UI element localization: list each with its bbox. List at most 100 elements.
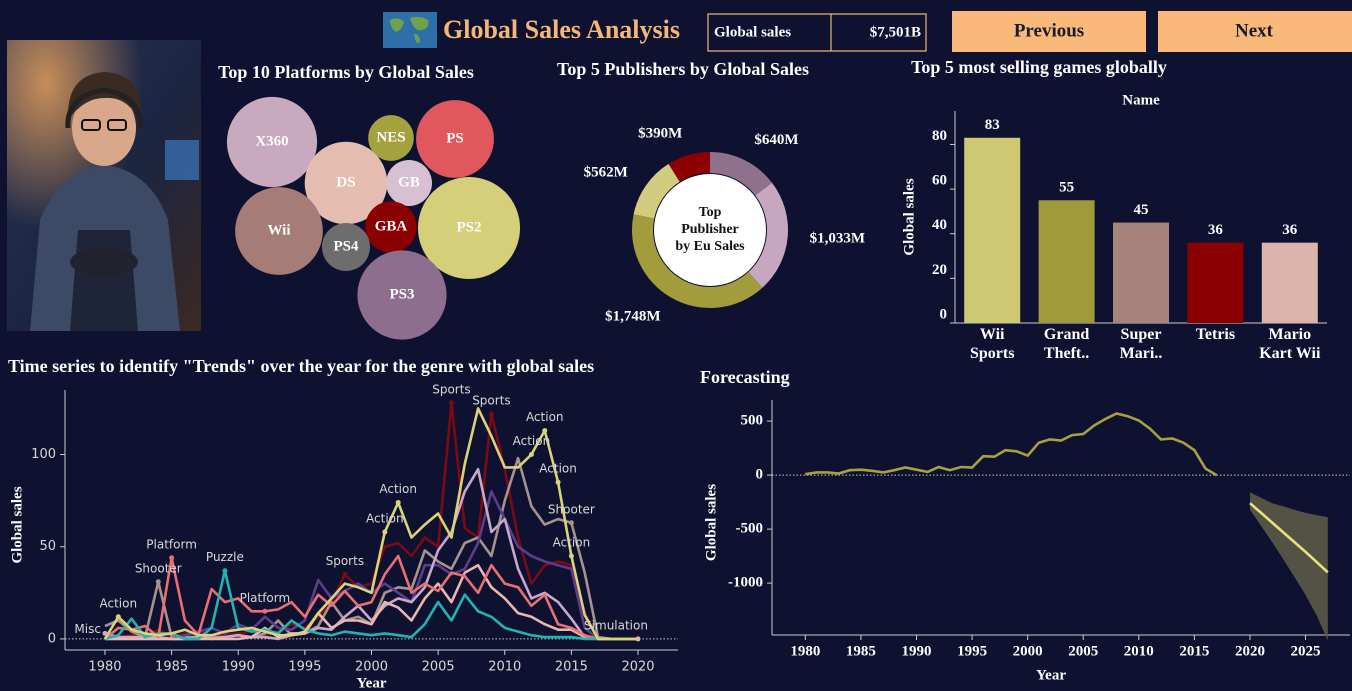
chart-title: Forecasting <box>700 367 790 387</box>
previous-button[interactable]: Previous <box>952 11 1146 52</box>
series-line <box>103 407 638 641</box>
annotation: Sports <box>432 382 470 396</box>
x-tick-label: 2010 <box>488 660 521 675</box>
chart-title: Top 10 Platforms by Global Sales <box>218 62 474 82</box>
y-axis-title: Global sales <box>901 178 917 255</box>
annotation: Puzzle <box>206 550 244 564</box>
value-label: 45 <box>1134 202 1149 218</box>
chart-title: Top 5 Publishers by Global Sales <box>557 59 809 79</box>
annotation: Sports <box>472 393 510 407</box>
y-tick-label: 0 <box>48 631 56 646</box>
annotation: Action <box>366 511 404 525</box>
bar <box>964 137 1021 323</box>
x-tick-label: 2010 <box>1124 643 1154 659</box>
annotation-point <box>342 571 348 577</box>
x-tick-label: 2020 <box>621 660 654 675</box>
bubble-label: PS <box>446 130 464 146</box>
y-tick-label: -1000 <box>728 575 763 591</box>
y-tick-label: 40 <box>932 217 947 233</box>
bubble-label: PS2 <box>456 219 481 235</box>
bubble-label: PS3 <box>389 286 414 302</box>
bubble <box>368 115 414 161</box>
kpi-value: $7,501B <box>870 24 921 40</box>
forecast-line <box>1249 502 1329 574</box>
annotation-point <box>102 630 108 636</box>
bubble <box>226 96 318 188</box>
x-axis-title: Year <box>357 675 387 691</box>
button-label[interactable]: Next <box>1235 20 1274 41</box>
annotation-point <box>395 499 401 505</box>
x-tick-label: 1985 <box>155 660 188 675</box>
map-icon <box>383 12 437 48</box>
bubble-label: GB <box>398 174 420 190</box>
y-tick-label: 100 <box>31 447 56 462</box>
annotation-point <box>382 529 388 535</box>
x-tick-label: 1985 <box>846 643 876 659</box>
page-title: Global Sales Analysis <box>443 15 680 44</box>
x-tick-label: 1990 <box>902 643 932 659</box>
y-tick-label: 0 <box>756 467 764 483</box>
x-tick-label: 1980 <box>790 643 820 659</box>
button-label[interactable]: Previous <box>1014 20 1084 41</box>
annotation: Action <box>553 535 591 549</box>
value-label: $1,748M <box>605 308 660 324</box>
bubble <box>417 176 521 280</box>
annotation-point <box>448 400 454 406</box>
value-label: 36 <box>1208 222 1224 238</box>
annotation-point <box>155 579 161 585</box>
series-line <box>104 554 638 641</box>
x-tick-label: Wii Sports <box>970 326 1014 362</box>
annotation: Simulation <box>584 618 648 632</box>
value-label: 36 <box>1282 222 1298 238</box>
annotation-point <box>542 428 548 434</box>
bar <box>1038 200 1095 323</box>
annotation: Action <box>513 434 551 448</box>
x-tick-label: 2025 <box>1291 643 1321 659</box>
annotation: Shooter <box>135 561 182 575</box>
bubble-label: Wii <box>267 222 290 238</box>
bubble <box>304 141 388 225</box>
kpi-label: Global sales <box>714 24 791 40</box>
y-axis-title: Global sales <box>703 484 719 561</box>
bar <box>1113 222 1169 323</box>
bubble <box>235 187 323 275</box>
annotation-point <box>262 608 268 614</box>
annotation-point <box>568 553 574 559</box>
series-line <box>104 569 638 641</box>
x-tick-label: 2020 <box>1235 643 1265 659</box>
series-line <box>104 468 638 641</box>
annotation-point <box>528 452 534 458</box>
value-label: $562M <box>584 164 628 180</box>
annotation-point <box>222 568 228 574</box>
x-tick-label: Grand Theft.. <box>1044 326 1089 362</box>
donut-segment <box>633 163 680 219</box>
x-tick-label: 1990 <box>222 660 255 675</box>
x-axis-title: Name <box>1122 92 1160 108</box>
kpi-card: Global sales $7,501B <box>707 13 927 52</box>
bar <box>1261 242 1318 323</box>
bubble <box>386 160 432 206</box>
value-label: $390M <box>638 125 682 141</box>
bubble-label: PS4 <box>333 238 359 254</box>
bar <box>1187 242 1244 323</box>
y-tick-label: 0 <box>940 306 948 322</box>
y-tick-label: 20 <box>932 262 947 278</box>
x-tick-label: 1995 <box>288 660 321 675</box>
annotation: Action <box>379 482 417 496</box>
bubble <box>365 201 417 253</box>
annotation: Action <box>526 410 564 424</box>
y-axis-title: Global sales <box>9 486 25 563</box>
value-label: 83 <box>985 117 1000 133</box>
annotation: Platform <box>146 537 197 551</box>
next-button[interactable]: Next <box>1158 11 1352 52</box>
value-label: $1,033M <box>810 231 865 247</box>
annotation: Action <box>539 462 577 476</box>
gamer-image <box>7 40 201 331</box>
bubble <box>416 100 494 178</box>
x-axis-title: Year <box>1036 667 1066 683</box>
annotation-point <box>488 411 494 417</box>
value-label: $640M <box>754 132 798 148</box>
donut-hole <box>654 174 766 286</box>
annotation-point <box>635 636 641 642</box>
